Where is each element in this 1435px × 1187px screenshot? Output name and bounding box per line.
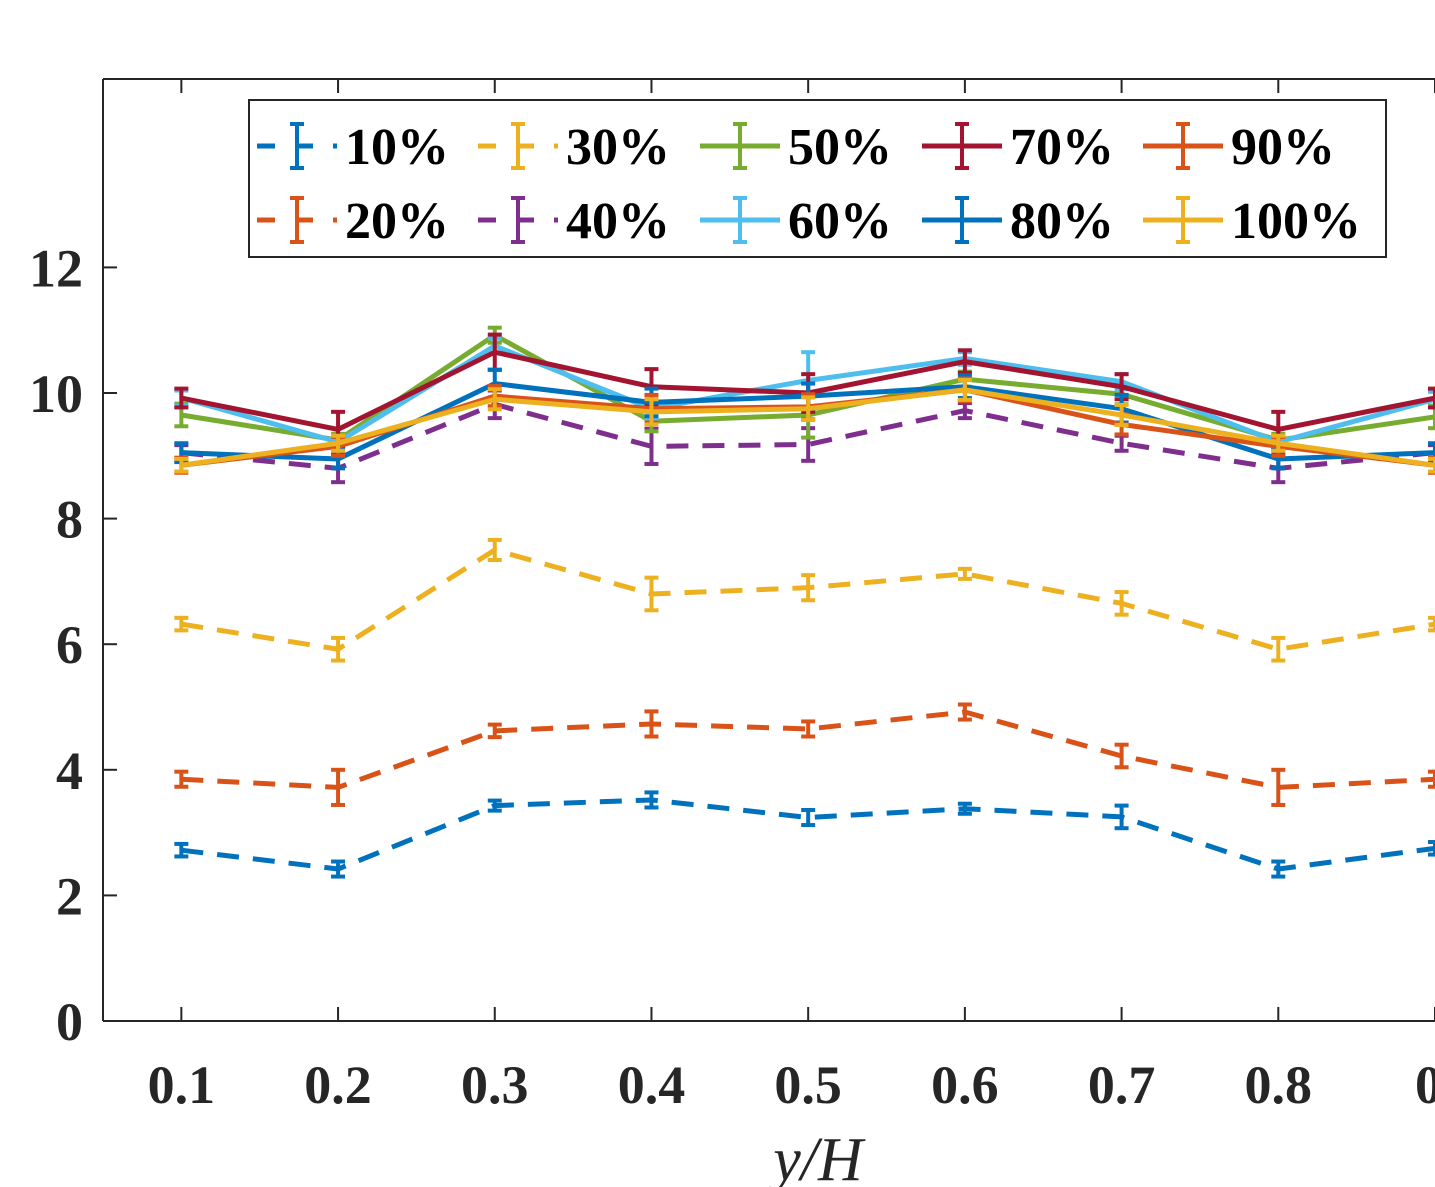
series-line: [181, 797, 1435, 872]
legend-item: 90%: [1143, 119, 1335, 176]
legend-label: 100%: [1231, 193, 1361, 250]
series-30pct: [174, 537, 1435, 663]
legend-label: 80%: [1010, 193, 1114, 250]
x-tick-label: 0.1: [148, 1055, 216, 1115]
legend-box: [248, 99, 1387, 258]
legend-label: 30%: [566, 119, 670, 176]
series-10pct: [174, 790, 1435, 879]
legend-label: 20%: [345, 193, 449, 250]
legend-label: 60%: [788, 193, 892, 250]
y-tick-label: 6: [56, 615, 83, 675]
x-tick-label: 0.7: [1088, 1055, 1156, 1115]
x-axis-label: y/H: [767, 1126, 866, 1187]
axes: 0 2 4 6 8 10 12 0.1 0.2 0.3 0.4 0.5 0.6 0.7 0.8 0: [29, 78, 1435, 1115]
legend-item: 40%: [478, 193, 670, 250]
series-20pct: [174, 702, 1435, 807]
legend-item: 10%: [257, 119, 449, 176]
legend-label: 50%: [788, 119, 892, 176]
legend-item: 30%: [478, 119, 670, 176]
y-tick-label: 0: [56, 992, 83, 1052]
legend-item: 70%: [922, 119, 1114, 176]
series-100pct: [174, 377, 1435, 474]
x-tick-label: 0.6: [931, 1055, 999, 1115]
legend-item: 60%: [700, 193, 892, 250]
legend-item: 20%: [257, 193, 449, 250]
x-tick-label: 0.3: [461, 1055, 529, 1115]
series-layer: [174, 325, 1435, 879]
x-tick-label: 0: [1415, 1055, 1435, 1115]
legend: 10% 20% 30% 40% 50% 60% 70% 80% 90% 100%: [248, 99, 1387, 258]
x-tick-label: 0.4: [618, 1055, 686, 1115]
legend-label: 90%: [1231, 119, 1335, 176]
y-tick-label: 2: [56, 866, 83, 926]
y-tick-label: 12: [29, 238, 83, 298]
y-tick-label: 10: [29, 364, 83, 424]
x-tick-label: 0.5: [774, 1055, 842, 1115]
series-line: [181, 709, 1435, 790]
y-tick-label: 8: [56, 490, 83, 550]
legend-label: 70%: [1010, 119, 1114, 176]
y-tick-label: 4: [56, 741, 83, 801]
legend-label: 40%: [566, 193, 670, 250]
legend-item: 50%: [700, 119, 892, 176]
legend-label: 10%: [345, 119, 449, 176]
legend-item: 80%: [922, 193, 1114, 250]
legend-item: 100%: [1143, 193, 1361, 250]
x-tick-label: 0.8: [1245, 1055, 1313, 1115]
x-tick-label: 0.2: [304, 1055, 372, 1115]
